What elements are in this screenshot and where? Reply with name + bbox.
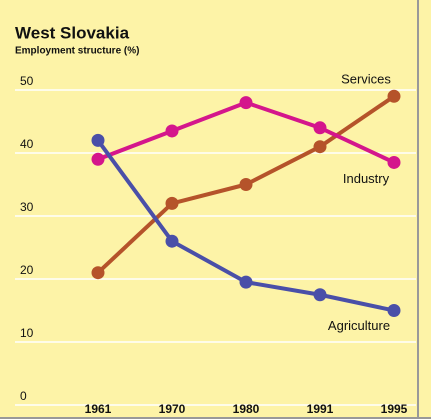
point xyxy=(387,304,401,317)
point xyxy=(165,234,179,248)
series-label: Industry xyxy=(343,171,390,186)
point xyxy=(387,89,401,103)
point xyxy=(239,178,253,191)
y-tick-label: 10 xyxy=(20,326,34,340)
x-tick-label: 1980 xyxy=(233,402,260,416)
point xyxy=(239,96,253,110)
y-tick-label: 0 xyxy=(20,389,27,403)
point xyxy=(313,140,327,154)
x-tick-label: 1970 xyxy=(159,402,186,416)
point xyxy=(91,152,105,166)
point xyxy=(313,121,327,135)
point xyxy=(387,155,401,169)
x-tick-label: 1991 xyxy=(307,402,334,416)
x-tick-label: 1995 xyxy=(381,402,408,416)
point xyxy=(313,288,327,302)
point xyxy=(91,266,105,280)
y-tick-label: 30 xyxy=(20,200,34,214)
y-tick-label: 20 xyxy=(20,263,34,277)
series-label: Services xyxy=(341,72,391,87)
point xyxy=(165,196,179,210)
point xyxy=(165,124,179,138)
series-label: Agriculture xyxy=(328,318,390,333)
y-tick-label: 40 xyxy=(20,137,34,151)
x-tick-label: 1961 xyxy=(85,402,112,416)
chart-title: West Slovakia xyxy=(15,23,130,42)
point xyxy=(91,133,105,147)
y-tick-label: 50 xyxy=(20,74,34,88)
point xyxy=(239,275,253,289)
chart-subtitle: Employment structure (%) xyxy=(15,46,139,57)
